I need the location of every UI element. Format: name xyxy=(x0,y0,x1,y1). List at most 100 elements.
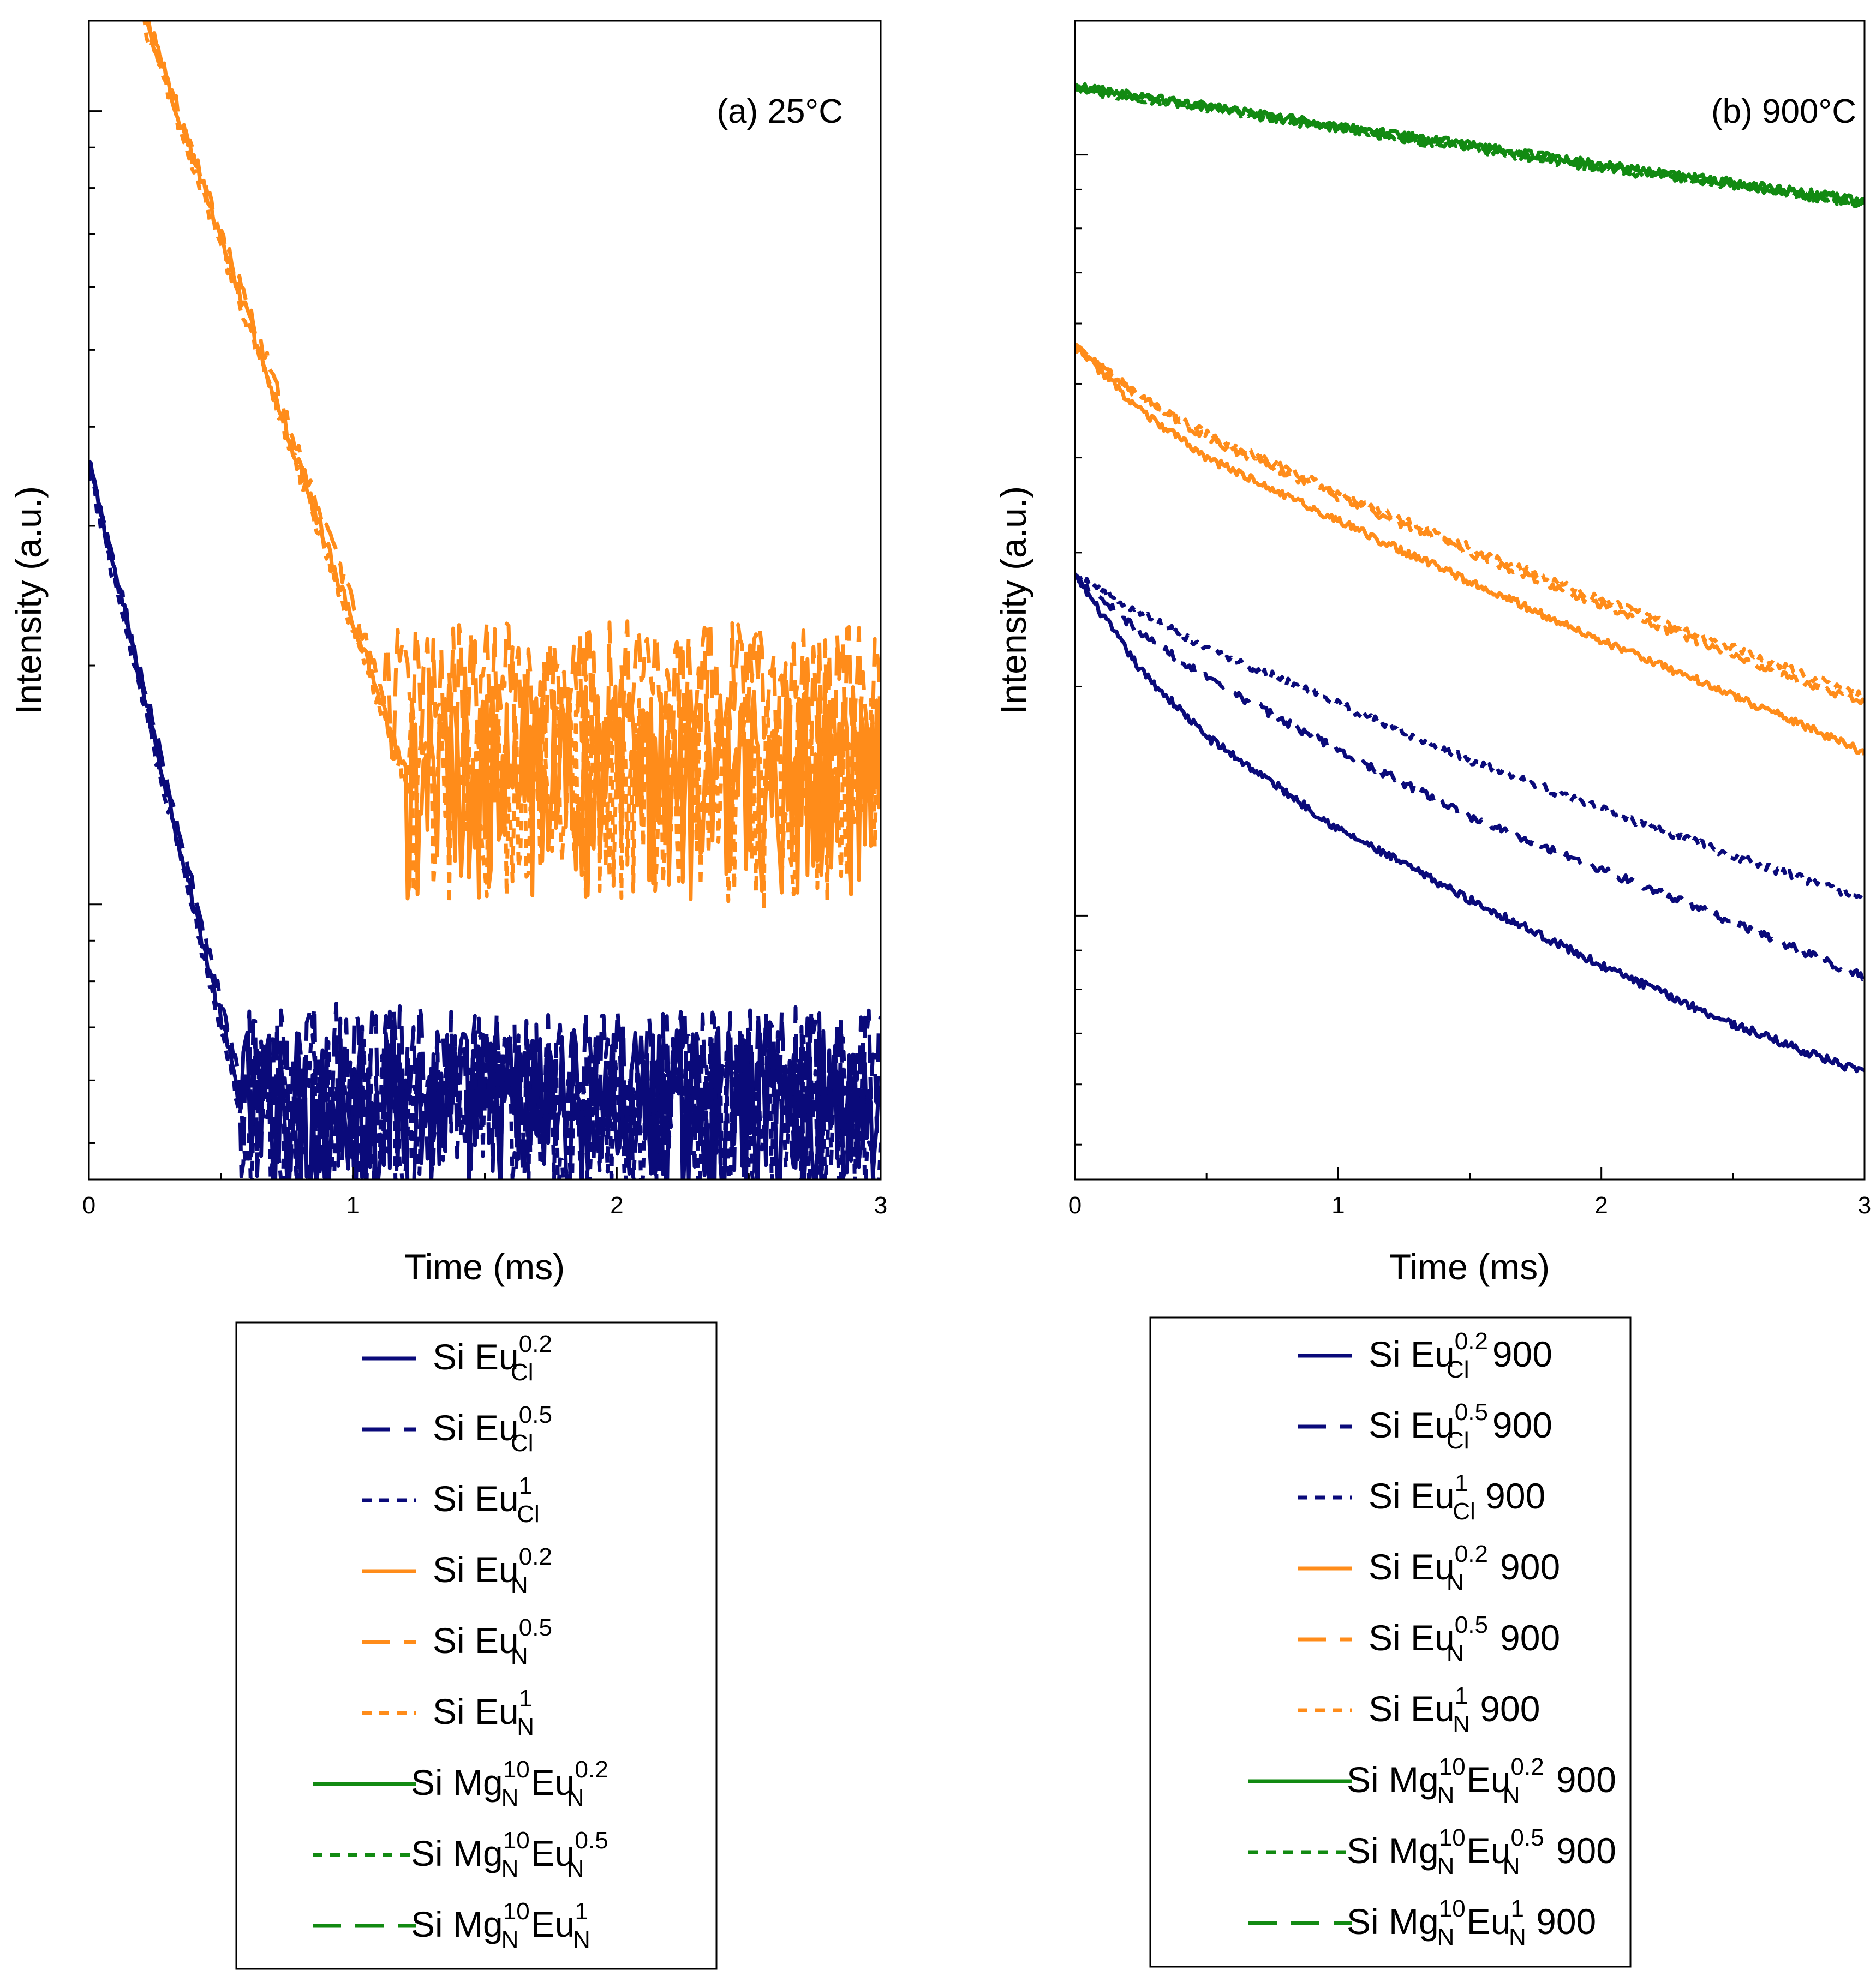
legend-sup: 1 xyxy=(519,1472,532,1499)
legend-tail: 900 xyxy=(1546,1759,1616,1800)
legend-label: Si Eu0.5 N xyxy=(433,1614,552,1669)
legend-label: Si Mg10 N Eu0.5 N 900 xyxy=(1347,1824,1616,1879)
legend-sub: N xyxy=(517,1714,534,1740)
legend-base: Si Eu xyxy=(1369,1618,1455,1658)
legend-base: Si Eu xyxy=(1369,1405,1455,1445)
legend-base: Si Eu xyxy=(1369,1688,1455,1729)
legend-base: Si Eu xyxy=(1369,1334,1455,1374)
legend-base: Si Eu xyxy=(1369,1476,1455,1516)
legend-tail: 900 xyxy=(1490,1547,1560,1587)
legend-tail: 900 xyxy=(1490,1618,1560,1658)
series-line xyxy=(146,21,881,762)
legend-sup: 1 xyxy=(1455,1682,1468,1709)
legend-sub: N xyxy=(1437,1853,1455,1879)
legend-base: Si Mg xyxy=(1347,1830,1439,1871)
series-line xyxy=(1075,572,1865,981)
legend-sub: Cl xyxy=(511,1359,534,1386)
x-tick-label: 0 xyxy=(1068,1192,1082,1219)
legend-sup: 0.2 xyxy=(1455,1328,1488,1355)
legend-sup: 0.2 xyxy=(1455,1541,1488,1567)
x-axis-label-b: Time (ms) xyxy=(1389,1247,1550,1287)
panel-title-b: (b) 900°C xyxy=(1711,93,1856,130)
series-group-b xyxy=(1075,82,1865,1074)
legend-sub: N xyxy=(501,1926,519,1953)
legend-sup: 10 xyxy=(1439,1753,1466,1780)
legend-sub: N xyxy=(1437,1782,1455,1809)
series-line xyxy=(142,21,881,911)
series-line xyxy=(1075,343,1865,702)
legend-label: Si Eu1 N xyxy=(433,1685,534,1740)
legend-sup2: 1 xyxy=(1511,1895,1524,1922)
legend-label: Si Eu0.5 Cl 900 xyxy=(1369,1399,1552,1454)
legend-sup: 10 xyxy=(503,1898,530,1925)
series-line xyxy=(1075,573,1865,902)
legend-sub: N xyxy=(501,1785,519,1811)
legend-sup: 0.5 xyxy=(519,1402,552,1428)
legend-base: Si Mg xyxy=(411,1833,503,1873)
legend-sub: Cl xyxy=(511,1430,534,1457)
legend-sub: N xyxy=(1447,1640,1464,1667)
x-ticks-a: 0 1 2 3 xyxy=(82,1167,887,1219)
y-ticks-a xyxy=(89,110,102,1144)
legend-label: Si Eu1 Cl 900 xyxy=(1369,1470,1545,1525)
legend-label: Si Eu0.2 Cl xyxy=(433,1331,552,1386)
legend-label: Si Mg10 N Eu1 N 900 xyxy=(1347,1895,1596,1950)
legend-box-b xyxy=(1149,1316,1632,1968)
legend-sub2: N xyxy=(1503,1782,1520,1809)
legend-tail: 900 xyxy=(1470,1688,1540,1729)
legend-label: Si Mg10 N Eu0.2 N xyxy=(411,1756,608,1811)
legend-sub2: N xyxy=(1509,1924,1526,1950)
x-tick-label: 2 xyxy=(1594,1192,1608,1219)
legend-sup: 10 xyxy=(1439,1895,1466,1922)
legend-sup2: 0.5 xyxy=(575,1827,608,1854)
legend-sup: 0.2 xyxy=(519,1331,552,1357)
legend-base2: Eu xyxy=(521,1904,575,1944)
legend-tail: 900 xyxy=(1475,1476,1545,1516)
legend-base2: Eu xyxy=(521,1833,575,1873)
legend-box-a xyxy=(235,1321,718,1970)
panel-b: 0 1 2 3 (b) 900°C Time (ms) Intensity (a.u.… xyxy=(993,20,1871,1287)
legend-sup: 0.5 xyxy=(1455,1399,1488,1426)
legend-sup2: 0.5 xyxy=(1511,1824,1544,1851)
legend-base: Si Mg xyxy=(411,1762,503,1803)
legend-sup: 10 xyxy=(1439,1824,1466,1851)
x-tick-label: 3 xyxy=(1858,1192,1871,1219)
legend-base: Si Eu xyxy=(433,1691,519,1732)
legend-sup2: 0.2 xyxy=(575,1756,608,1783)
legend-sup: 1 xyxy=(519,1685,532,1712)
plot-frame-b xyxy=(1074,20,1866,1181)
legend-label: Si Mg10 N Eu1 N xyxy=(411,1898,590,1953)
legend-base: Si Eu xyxy=(1369,1547,1455,1587)
y-axis-label-b: Intensity (a.u.) xyxy=(993,486,1033,714)
legend-label: Si Mg10 N Eu0.2 N 900 xyxy=(1347,1753,1616,1809)
legend-tail: 900 xyxy=(1482,1405,1552,1445)
legend-base2: Eu xyxy=(1456,1901,1510,1942)
legend-sup: 10 xyxy=(503,1756,530,1783)
legend-label: Si Eu1 N 900 xyxy=(1369,1682,1540,1738)
x-tick-label: 0 xyxy=(82,1192,95,1219)
panel-a: 0 1 2 3 (a) 25°C Time (ms) Intensity (a.u.) xyxy=(8,20,887,1287)
legend-label: Si Eu0.5 Cl xyxy=(433,1402,552,1457)
legend-sup2: 1 xyxy=(575,1898,588,1925)
series-line xyxy=(1075,572,1865,1074)
legend-base: Si Mg xyxy=(411,1904,503,1944)
legend-sup: 0.5 xyxy=(519,1614,552,1641)
legend-base2: Eu xyxy=(1456,1759,1510,1800)
legend-base: Si Eu xyxy=(433,1620,519,1661)
legend-sup: 0.5 xyxy=(1455,1612,1488,1638)
legend-base: Si Eu xyxy=(433,1549,519,1590)
x-tick-label: 2 xyxy=(610,1192,623,1219)
legend-sup: 1 xyxy=(1455,1470,1468,1496)
x-tick-label: 1 xyxy=(346,1192,359,1219)
x-ticks-b: 0 1 2 3 xyxy=(1068,1167,1871,1219)
legend-sub: Cl xyxy=(1447,1427,1469,1454)
legend-tail: 900 xyxy=(1526,1901,1596,1942)
legend-sub: N xyxy=(511,1643,528,1669)
series-line xyxy=(1075,344,1865,705)
legend-tail: 900 xyxy=(1546,1830,1616,1871)
x-tick-label: 3 xyxy=(874,1192,887,1219)
legend-base2: Eu xyxy=(1456,1830,1510,1871)
legend-label: Si Mg10 N Eu0.5 N xyxy=(411,1827,608,1882)
legend-base2: Eu xyxy=(521,1762,575,1803)
